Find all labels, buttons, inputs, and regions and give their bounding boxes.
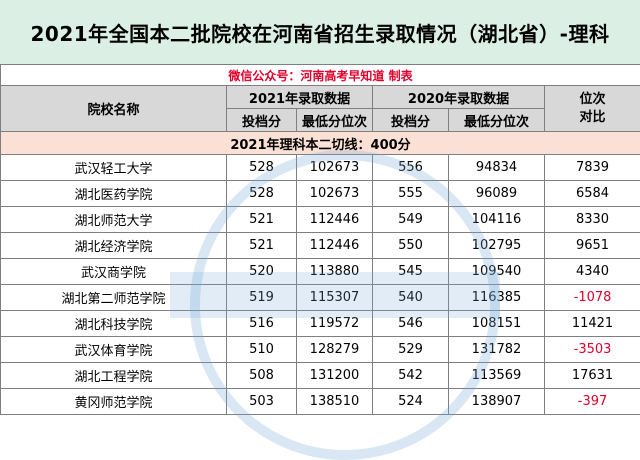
rank-diff: 7839 xyxy=(545,155,640,181)
min-rank-2020: 131782 xyxy=(449,337,545,363)
rank-diff: 11421 xyxy=(545,311,640,337)
rank-diff: 17631 xyxy=(545,363,640,389)
min-rank-2021: 131200 xyxy=(297,363,373,389)
min-rank-2021: 112446 xyxy=(297,233,373,259)
min-rank-2021: 113880 xyxy=(297,259,373,285)
score-2020: 550 xyxy=(373,233,449,259)
score-2021: 528 xyxy=(227,155,297,181)
score-2021: 510 xyxy=(227,337,297,363)
score-2021: 521 xyxy=(227,233,297,259)
min-rank-2021: 119572 xyxy=(297,311,373,337)
school-name: 湖北医药学院 xyxy=(1,181,227,207)
header-minrank-2020: 最低分位次 xyxy=(449,109,545,132)
cutoff-row: 2021年理科本二切线：400分 xyxy=(1,132,640,155)
score-2021: 528 xyxy=(227,181,297,207)
school-name: 武汉轻工大学 xyxy=(1,155,227,181)
rank-diff: 6584 xyxy=(545,181,640,207)
score-2020: 540 xyxy=(373,285,449,311)
school-name: 黄冈师范学院 xyxy=(1,389,227,415)
min-rank-2020: 116385 xyxy=(449,285,545,311)
min-rank-2021: 115307 xyxy=(297,285,373,311)
rank-diff: 8330 xyxy=(545,207,640,233)
rank-diff: -1078 xyxy=(545,285,640,311)
header-school: 院校名称 xyxy=(1,86,227,132)
min-rank-2021: 128279 xyxy=(297,337,373,363)
school-name: 武汉商学院 xyxy=(1,259,227,285)
school-name: 湖北师范大学 xyxy=(1,207,227,233)
min-rank-2021: 102673 xyxy=(297,155,373,181)
school-name: 武汉体育学院 xyxy=(1,337,227,363)
score-2021: 516 xyxy=(227,311,297,337)
rank-diff: -3503 xyxy=(545,337,640,363)
min-rank-2020: 104116 xyxy=(449,207,545,233)
score-2020: 545 xyxy=(373,259,449,285)
header-2021: 2021年录取数据 xyxy=(227,86,373,109)
score-2020: 542 xyxy=(373,363,449,389)
rank-diff: 4340 xyxy=(545,259,640,285)
header-score-2020: 投档分 xyxy=(373,109,449,132)
score-2020: 556 xyxy=(373,155,449,181)
school-name: 湖北工程学院 xyxy=(1,363,227,389)
min-rank-2020: 96089 xyxy=(449,181,545,207)
page-title: 2021年全国本二批院校在河南省招生录取情况（湖北省）-理科 xyxy=(31,18,610,47)
header-score-2021: 投档分 xyxy=(227,109,297,132)
score-2021: 503 xyxy=(227,389,297,415)
page: 2021年全国本二批院校在河南省招生录取情况（湖北省）-理科 微信公众号：河南高… xyxy=(0,0,640,431)
school-name: 湖北经济学院 xyxy=(1,233,227,259)
score-2021: 520 xyxy=(227,259,297,285)
rank-diff: 9651 xyxy=(545,233,640,259)
rank-diff: -397 xyxy=(545,389,640,415)
score-2020: 549 xyxy=(373,207,449,233)
title-bar: 2021年全国本二批院校在河南省招生录取情况（湖北省）-理科 xyxy=(0,0,640,64)
min-rank-2020: 102795 xyxy=(449,233,545,259)
min-rank-2021: 112446 xyxy=(297,207,373,233)
source-row: 微信公众号：河南高考早知道 制表 xyxy=(1,65,640,86)
min-rank-2020: 108151 xyxy=(449,311,545,337)
score-2021: 508 xyxy=(227,363,297,389)
min-rank-2020: 109540 xyxy=(449,259,545,285)
school-name: 湖北科技学院 xyxy=(1,311,227,337)
cutoff-line: 2021年理科本二切线：400分 xyxy=(1,132,640,155)
school-name: 湖北第二师范学院 xyxy=(1,285,227,311)
source-credit: 微信公众号：河南高考早知道 制表 xyxy=(1,65,640,86)
min-rank-2021: 102673 xyxy=(297,181,373,207)
min-rank-2020: 94834 xyxy=(449,155,545,181)
score-2021: 519 xyxy=(227,285,297,311)
admission-table: 微信公众号：河南高考早知道 制表 院校名称 2021年录取数据 2020年录取数… xyxy=(0,64,640,415)
header-rank-compare-line1: 位次 xyxy=(545,91,640,109)
header-rank-compare: 位次 对比 xyxy=(545,86,640,132)
min-rank-2021: 138510 xyxy=(297,389,373,415)
score-2020: 529 xyxy=(373,337,449,363)
header-row-1: 院校名称 2021年录取数据 2020年录取数据 位次 对比 xyxy=(1,86,640,109)
score-2020: 555 xyxy=(373,181,449,207)
score-2020: 524 xyxy=(373,389,449,415)
min-rank-2020: 113569 xyxy=(449,363,545,389)
score-2020: 546 xyxy=(373,311,449,337)
header-minrank-2021: 最低分位次 xyxy=(297,109,373,132)
header-rank-compare-line2: 对比 xyxy=(545,109,640,127)
header-2020: 2020年录取数据 xyxy=(373,86,545,109)
score-2021: 521 xyxy=(227,207,297,233)
min-rank-2020: 138907 xyxy=(449,389,545,415)
